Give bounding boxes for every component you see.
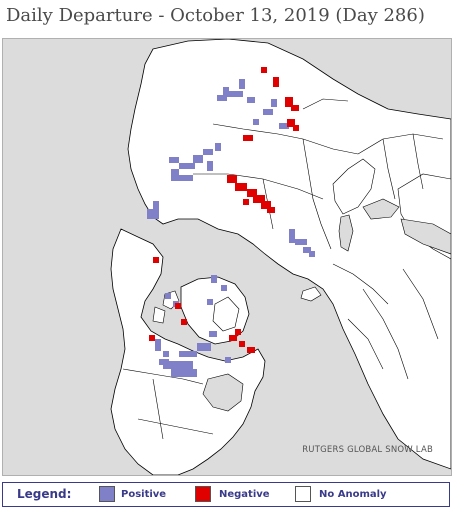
negative-swatch: [195, 486, 211, 502]
iceland: [300, 286, 322, 302]
positive-swatch: [99, 486, 115, 502]
hudson-bay: [202, 373, 244, 412]
negative-anomaly-cells: [149, 67, 299, 353]
legend-title: Legend:: [17, 487, 72, 501]
page-title: Daily Departure - October 13, 2019 (Day …: [6, 5, 425, 26]
no-anomaly-swatch: [295, 486, 311, 502]
negative-label: Negative: [219, 489, 270, 500]
caspian-sea: [338, 214, 354, 252]
snow-anomaly-map: RUTGERS GLOBAL SNOW LAB: [2, 38, 452, 476]
polar-projection-map: [3, 39, 451, 475]
positive-anomaly-cells: [147, 79, 315, 377]
black-sea: [362, 198, 400, 220]
arctic-islands: [152, 306, 166, 324]
country-borders: [193, 98, 444, 380]
map-credit: RUTGERS GLOBAL SNOW LAB: [302, 445, 433, 455]
north-america-borders: [122, 368, 214, 440]
legend: Legend: Positive Negative No Anomaly: [2, 482, 450, 507]
canadian-archipelago: [212, 296, 240, 332]
scandinavia: [332, 158, 376, 215]
mediterranean-sea: [400, 218, 451, 255]
no-anomaly-label: No Anomaly: [319, 489, 387, 500]
positive-label: Positive: [121, 489, 167, 500]
